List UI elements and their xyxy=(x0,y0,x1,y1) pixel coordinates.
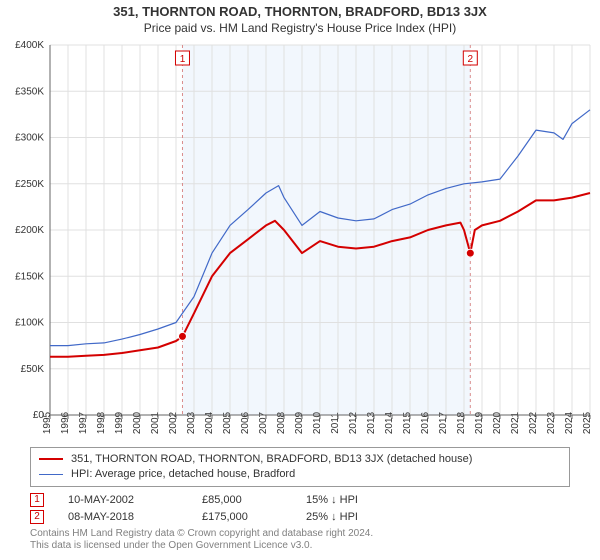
marker-date: 10-MAY-2002 xyxy=(68,494,178,506)
chart-area: £0£50K£100K£150K£200K£250K£300K£350K£400… xyxy=(0,35,600,443)
price-chart-card: 351, THORNTON ROAD, THORNTON, BRADFORD, … xyxy=(0,0,600,560)
marker-row: 2 08-MAY-2018 £175,000 25% ↓ HPI xyxy=(30,510,570,524)
line-chart: £0£50K£100K£150K£200K£250K£300K£350K£400… xyxy=(0,35,600,443)
sale-dot xyxy=(466,249,474,257)
sale-badge-label: 1 xyxy=(180,54,186,65)
legend: 351, THORNTON ROAD, THORNTON, BRADFORD, … xyxy=(30,447,570,487)
y-tick-label: £150K xyxy=(15,271,44,282)
sale-dot xyxy=(178,332,186,340)
marker-price: £85,000 xyxy=(202,494,282,506)
legend-label: 351, THORNTON ROAD, THORNTON, BRADFORD, … xyxy=(71,452,472,467)
legend-label: HPI: Average price, detached house, Brad… xyxy=(71,467,295,482)
sale-badge-label: 2 xyxy=(468,54,474,65)
attribution-line: Contains HM Land Registry data © Crown c… xyxy=(30,528,570,541)
title-sub: Price paid vs. HM Land Registry's House … xyxy=(0,21,600,35)
legend-item: 351, THORNTON ROAD, THORNTON, BRADFORD, … xyxy=(39,452,561,467)
y-tick-label: £50K xyxy=(21,364,45,375)
legend-swatch xyxy=(39,474,63,475)
marker-delta: 25% ↓ HPI xyxy=(306,511,416,523)
marker-date: 08-MAY-2018 xyxy=(68,511,178,523)
marker-row: 1 10-MAY-2002 £85,000 15% ↓ HPI xyxy=(30,493,570,507)
y-tick-label: £100K xyxy=(15,318,44,329)
marker-delta: 15% ↓ HPI xyxy=(306,494,416,506)
title-main: 351, THORNTON ROAD, THORNTON, BRADFORD, … xyxy=(0,4,600,19)
y-tick-label: £300K xyxy=(15,133,44,144)
y-tick-label: £250K xyxy=(15,179,44,190)
attribution: Contains HM Land Registry data © Crown c… xyxy=(30,528,570,553)
legend-swatch xyxy=(39,458,63,460)
attribution-line: This data is licensed under the Open Gov… xyxy=(30,540,570,553)
y-tick-label: £200K xyxy=(15,225,44,236)
marker-badge: 1 xyxy=(30,493,44,507)
marker-price: £175,000 xyxy=(202,511,282,523)
marker-badge: 2 xyxy=(30,510,44,524)
y-tick-label: £400K xyxy=(15,40,44,51)
sale-marker-table: 1 10-MAY-2002 £85,000 15% ↓ HPI 2 08-MAY-2018… xyxy=(30,493,570,524)
y-tick-label: £350K xyxy=(15,86,44,97)
legend-box: 351, THORNTON ROAD, THORNTON, BRADFORD, … xyxy=(30,447,570,487)
legend-item: HPI: Average price, detached house, Brad… xyxy=(39,467,561,482)
title-block: 351, THORNTON ROAD, THORNTON, BRADFORD, … xyxy=(0,0,600,35)
